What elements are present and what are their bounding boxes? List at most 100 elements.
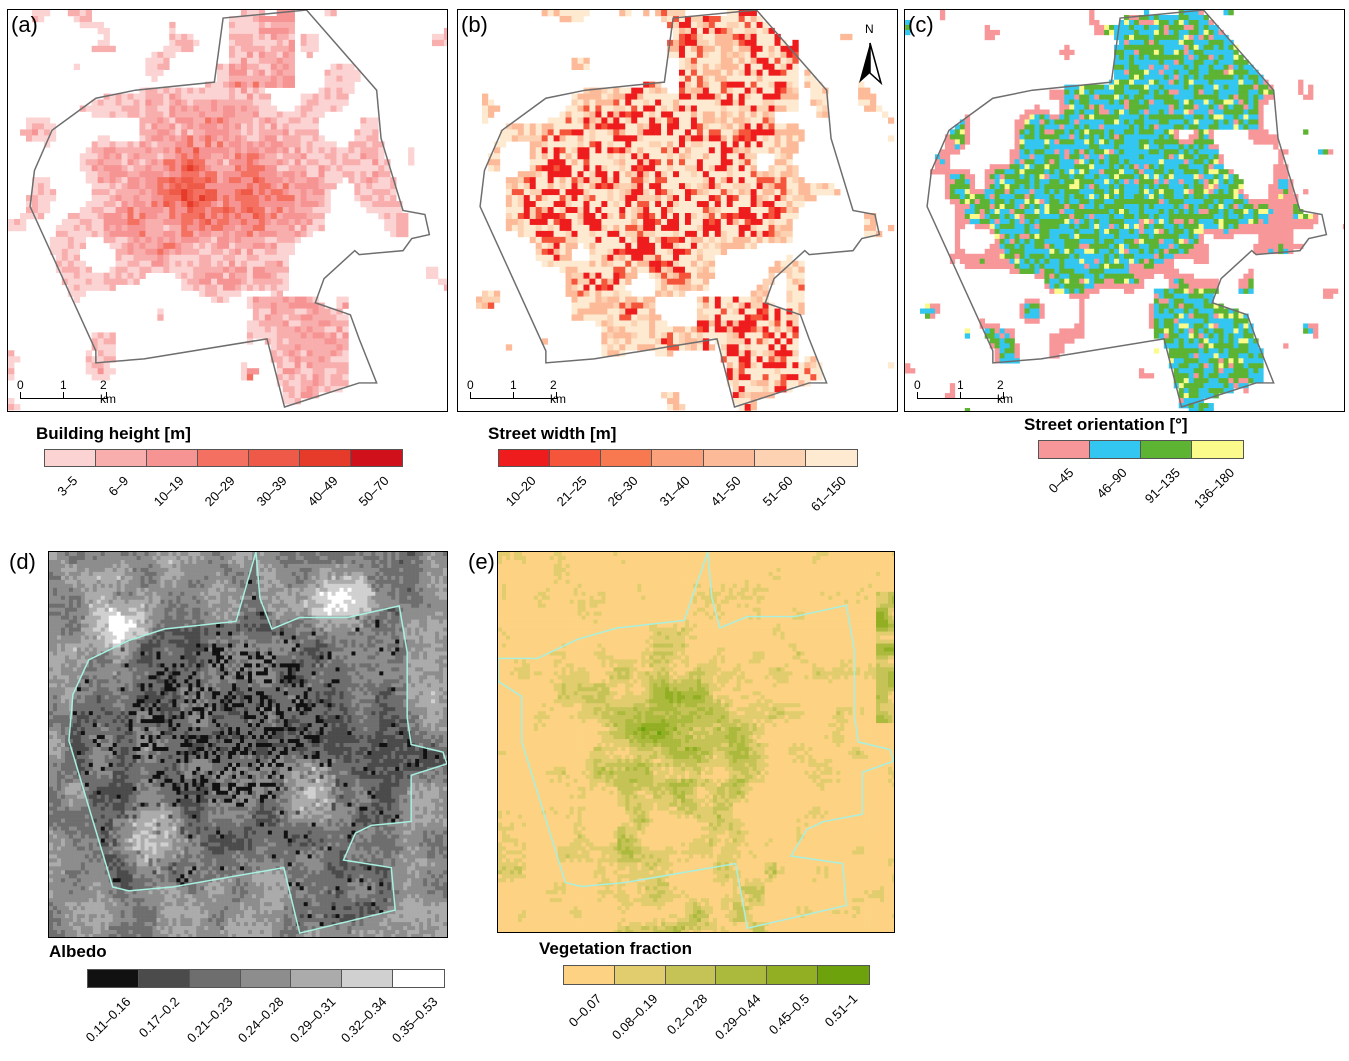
- north-arrow: N: [857, 22, 883, 86]
- legend-bar-a: [44, 449, 403, 467]
- panel-label: (a): [11, 12, 38, 38]
- legend-swatch: [351, 450, 402, 466]
- legend-class-label: 41–50: [708, 473, 744, 509]
- albedo-map: [49, 552, 447, 937]
- legend-swatch: [564, 966, 615, 984]
- legend-swatch: [291, 970, 343, 987]
- legend-swatch: [1039, 441, 1090, 458]
- legend-swatch: [1141, 441, 1192, 458]
- legend-title-a: Building height [m]: [36, 424, 191, 444]
- legend-swatch: [754, 450, 806, 466]
- legend-class-label: 0.51–1: [821, 991, 860, 1030]
- legend-swatch: [767, 966, 819, 984]
- legend-class-label: 21–25: [554, 473, 590, 509]
- legend-class-label: 0.35–0.53: [389, 994, 441, 1046]
- legend-swatch: [716, 966, 768, 984]
- legend-class-label: 10–19: [151, 473, 187, 509]
- legend-swatch: [614, 966, 666, 984]
- scale-tick-2: 2 km: [100, 378, 124, 406]
- legend-class-label: 50–70: [356, 473, 392, 509]
- scale-tick-0: 0: [914, 378, 921, 392]
- legend-class-label: 91–135: [1142, 465, 1183, 506]
- legend-class-label: 0.29–0.44: [712, 991, 764, 1043]
- legend-class-label: 46–90: [1094, 465, 1130, 501]
- street-width-map: [476, 10, 895, 411]
- legend-swatch: [45, 450, 96, 466]
- map-panel-building-height: (a) 0 1 2 km: [7, 9, 448, 412]
- legend-swatch: [601, 450, 653, 466]
- legend-swatch: [1090, 441, 1141, 458]
- legend-class-label: 51–60: [759, 473, 795, 509]
- legend-title-e: Vegetation fraction: [539, 939, 692, 959]
- legend-class-label: 20–29: [202, 473, 238, 509]
- building-height-map: [8, 10, 447, 411]
- legend-title-c: Street orientation [°]: [1024, 415, 1188, 435]
- legend-swatch: [665, 966, 717, 984]
- legend-class-label: 10–20: [502, 473, 538, 509]
- scale-tick-1: 1: [510, 378, 517, 392]
- scale-bar: 0 1 2 km: [464, 378, 574, 408]
- legend-class-label: 0.45–0.5: [766, 991, 812, 1037]
- legend-swatch: [393, 970, 445, 987]
- legend-swatch: [550, 450, 602, 466]
- legend-class-label: 0.32–0.34: [338, 994, 390, 1046]
- legend-class-label: 0–0.07: [565, 991, 604, 1030]
- legend-class-label: 0.08–0.19: [609, 991, 661, 1043]
- map-panel-albedo: [48, 551, 448, 938]
- legend-swatch: [138, 970, 190, 987]
- legend-bar-d: [87, 969, 445, 988]
- scale-tick-0: 0: [17, 378, 24, 392]
- legend-class-label: 40–49: [304, 473, 340, 509]
- legend-class-label: 26–30: [605, 473, 641, 509]
- map-panel-street-orientation: (c) 0 1 2 km: [904, 9, 1345, 412]
- scale-tick-2: 2 km: [997, 378, 1021, 406]
- scale-tick-1: 1: [60, 378, 67, 392]
- legend-bar-e: [563, 965, 870, 985]
- legend-class-label: 0.17–0.2: [136, 994, 182, 1040]
- legend-swatch: [240, 970, 292, 987]
- legend-swatch: [198, 450, 249, 466]
- legend-swatch: [249, 450, 300, 466]
- scale-tick-1: 1: [957, 378, 964, 392]
- legend-swatch: [88, 970, 139, 987]
- north-arrow-icon: [859, 42, 883, 86]
- legend-swatch: [652, 450, 704, 466]
- legend-class-label: 0.24–0.28: [235, 994, 287, 1046]
- legend-class-label: 136–180: [1191, 465, 1237, 511]
- legend-swatch: [96, 450, 147, 466]
- legend-swatch: [703, 450, 755, 466]
- vegetation-map: [498, 552, 894, 932]
- scale-bar: 0 1 2 km: [911, 378, 1021, 408]
- legend-class-label: 0.21–0.23: [184, 994, 236, 1046]
- legend-swatch: [805, 450, 857, 466]
- legend-swatch: [189, 970, 241, 987]
- legend-class-label: 0.2–0.28: [663, 991, 709, 1037]
- legend-swatch: [499, 450, 551, 466]
- map-panel-street-width: (b) N 0 1 2 km: [457, 9, 898, 412]
- scale-tick-2: 2 km: [550, 378, 574, 406]
- street-orientation-map: [905, 10, 1344, 411]
- legend-swatch: [147, 450, 198, 466]
- legend-class-label: 6–9: [105, 473, 131, 499]
- panel-label: (b): [461, 12, 488, 38]
- legend-swatch: [342, 970, 394, 987]
- legend-swatch: [818, 966, 869, 984]
- legend-class-label: 30–39: [253, 473, 289, 509]
- scale-bar: 0 1 2 km: [14, 378, 124, 408]
- north-label: N: [865, 22, 874, 36]
- legend-class-label: 0–45: [1045, 465, 1076, 496]
- legend-title-d: Albedo: [49, 942, 107, 962]
- legend-bar-b: [498, 449, 858, 467]
- panel-label-d: (d): [9, 549, 36, 575]
- legend-swatch: [1192, 441, 1243, 458]
- legend-class-label: 0.29–0.31: [287, 994, 339, 1046]
- panel-label-e: (e): [468, 549, 495, 575]
- scale-tick-0: 0: [467, 378, 474, 392]
- legend-class-label: 0.11–0.16: [82, 994, 133, 1045]
- legend-class-label: 3–5: [54, 473, 80, 499]
- legend-bar-c: [1038, 440, 1244, 459]
- legend-swatch: [300, 450, 351, 466]
- panel-label: (c): [908, 12, 934, 38]
- legend-title-b: Street width [m]: [488, 424, 616, 444]
- legend-class-label: 61–150: [808, 473, 849, 514]
